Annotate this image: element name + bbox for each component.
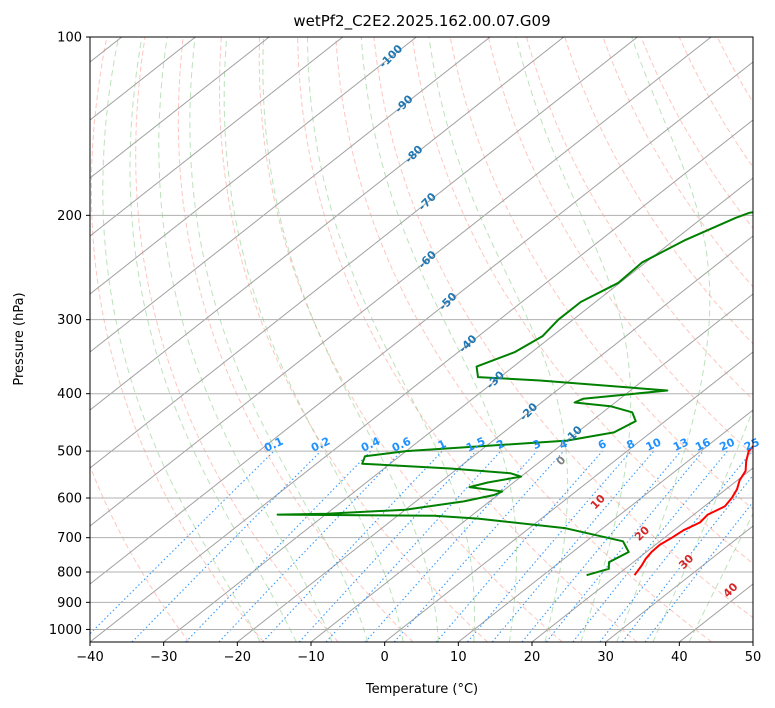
moist-adiabat: [262, 37, 439, 642]
y-axis-title: Pressure (hPa): [12, 292, 27, 385]
x-tick-label: −20: [224, 650, 251, 665]
dewpoint-line: [276, 211, 753, 577]
isotherm-line: [163, 177, 753, 642]
mixing-ratio-line: [325, 450, 502, 642]
mixing-ratio-line: [131, 450, 322, 642]
dry-adiabat: [177, 37, 414, 642]
y-tick-label: 700: [57, 531, 82, 546]
isotherm-line: [458, 409, 753, 642]
x-tick-label: −30: [150, 650, 177, 665]
mixing-ratio-line: [491, 450, 655, 642]
mixing-ratio-label: 16: [693, 435, 713, 453]
dry-adiabat: [526, 37, 753, 401]
moist-adiabat: [189, 37, 369, 642]
moist-adiabat: [158, 37, 333, 642]
dry-adiabat: [297, 37, 638, 642]
mixing-ratio-line: [364, 450, 538, 642]
mixing-ratio-line: [521, 450, 682, 642]
mixing-ratio-line: [644, 501, 753, 642]
dry-adiabat: [135, 37, 339, 642]
x-tick-label: −40: [76, 650, 103, 665]
mixing-ratio-label: 20: [718, 435, 738, 453]
axes: −40 −30 −20 −10 0 10 20 30 40 50 100 200 300 400 500 60…: [49, 31, 761, 666]
x-tick-label: 20: [524, 650, 541, 665]
mixing-ratio-line: [90, 450, 275, 635]
x-axis-title: Temperature (°C): [365, 682, 478, 697]
x-tick-label: 30: [597, 650, 614, 665]
isotherm-line: [531, 467, 753, 642]
x-tick-label: 0: [381, 650, 389, 665]
y-tick-label: 900: [57, 596, 82, 611]
y-tick-label: 100: [57, 31, 82, 46]
isotherm-line: [90, 37, 344, 237]
x-tick-label: −10: [297, 650, 324, 665]
isotherm-line: [90, 37, 270, 179]
isotherm-line: [90, 37, 417, 295]
dry-adiabat: [90, 464, 190, 642]
mixing-ratio-line: [599, 450, 753, 642]
dry-adiabat: [218, 37, 488, 642]
x-tick-label: 40: [671, 650, 688, 665]
dry-adiabat: [90, 37, 264, 642]
mixing-ratio-label: 25: [742, 436, 761, 454]
mixing-ratio-line: [572, 450, 728, 642]
mixing-ratio-label: 13: [671, 436, 690, 454]
background-lines: [90, 37, 753, 642]
dry-adiabat: [449, 37, 753, 510]
y-tick-label: 300: [57, 313, 82, 328]
dry-adiabat: [373, 37, 753, 619]
isotherm-line: [90, 37, 638, 469]
isotherm-line: [90, 61, 753, 585]
dry-adiabat: [411, 37, 753, 565]
dry-adiabat: [602, 37, 753, 288]
isotherm-line: [90, 37, 491, 353]
mixing-ratio-line: [185, 450, 372, 642]
dry-adiabat: [258, 37, 563, 642]
dry-adiabat: [487, 37, 753, 456]
mixing-ratio-label: 10: [644, 435, 664, 453]
isotherm-line: [605, 525, 753, 642]
profile-series: [276, 211, 753, 577]
y-tick-label: 500: [57, 445, 82, 460]
isotherm-line: [90, 119, 753, 642]
moist-adiabat: [129, 37, 297, 642]
temperature-line: [633, 444, 753, 576]
moist-adiabat: [428, 37, 569, 642]
isotherm-line: [384, 351, 753, 642]
chart-title: wetPf2_C2E2.2025.162.00.07.G09: [293, 12, 550, 31]
moist-adiabat: [360, 37, 517, 642]
isotherm-line: [90, 37, 565, 411]
mixing-ratio-line: [393, 450, 565, 642]
y-tick-label: 400: [57, 387, 82, 402]
moist-adiabat: [102, 37, 261, 642]
moist-adiabat: [515, 37, 632, 642]
mixing-ratio-line: [218, 450, 403, 642]
x-tick-label: 50: [745, 650, 762, 665]
isotherm-line: [310, 293, 753, 642]
moist-adiabat: [223, 37, 404, 642]
y-tick-label: 1000: [49, 623, 82, 638]
y-tick-label: 800: [57, 566, 82, 581]
plot-frame: [89, 36, 754, 643]
mixing-ratio-line: [262, 450, 443, 642]
y-tick-label: 200: [57, 209, 82, 224]
y-tick-label: 600: [57, 492, 82, 507]
moist-adiabat: [307, 37, 475, 642]
mixing-ratio-line: [298, 450, 477, 642]
isotherm-line: [237, 235, 753, 642]
isotherm-line: [90, 37, 712, 527]
x-tick-label: 10: [450, 650, 467, 665]
